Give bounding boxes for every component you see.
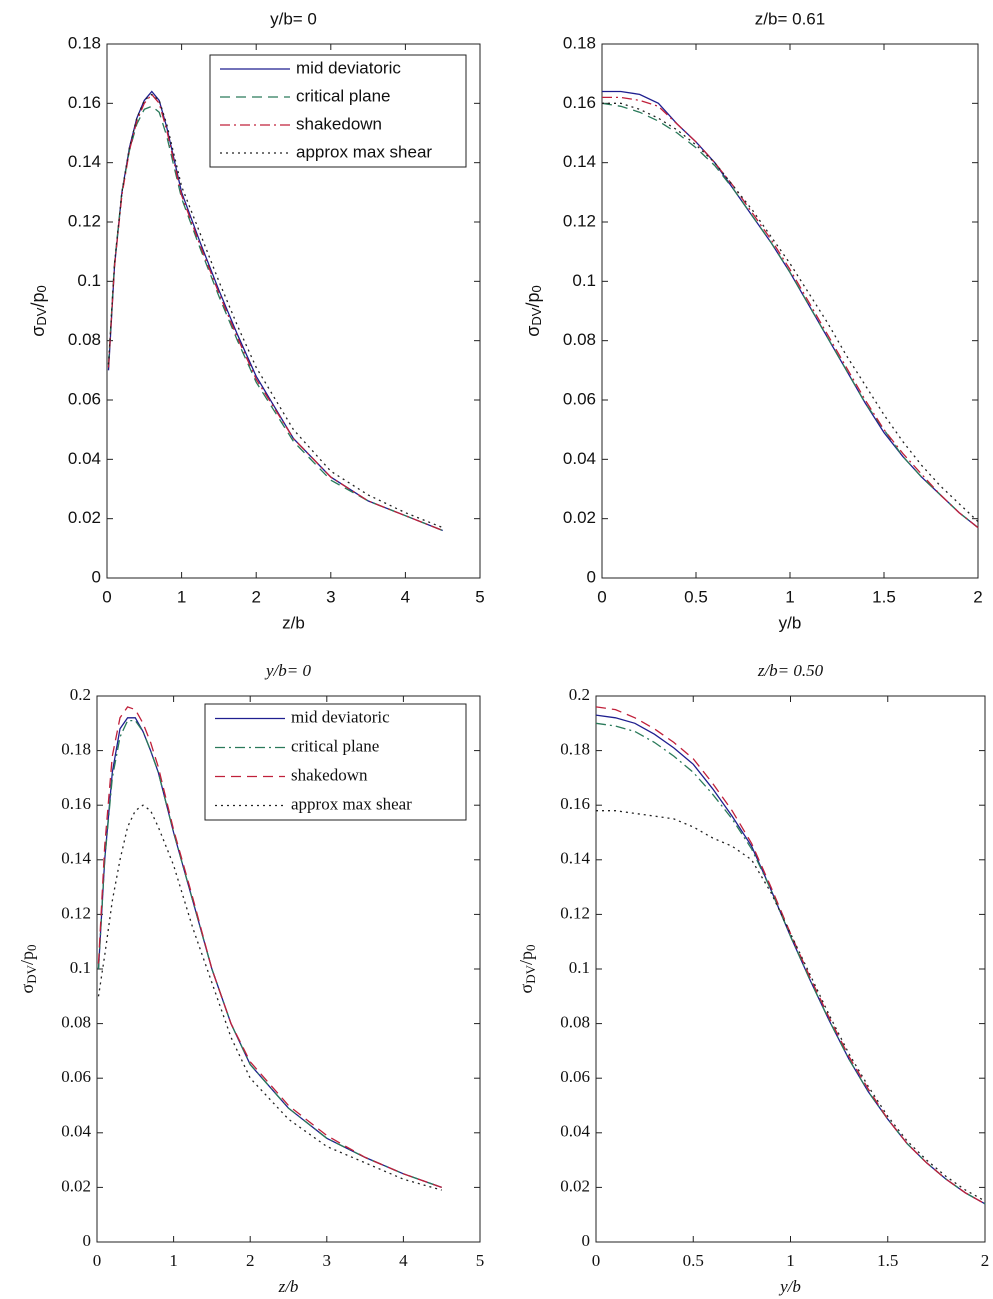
y-tick-label: 0.04 [563, 449, 596, 468]
y-tick-label: 0.1 [77, 271, 101, 290]
x-axis-label: z/b [282, 613, 305, 632]
y-tick-label: 0.12 [61, 903, 91, 922]
subplot-title: y/b= 0 [270, 9, 317, 28]
y-tick-label: 0.1 [70, 958, 91, 977]
x-tick-label: 5 [476, 1251, 485, 1270]
figure: y/b= 0z/bσDV/p001234500.020.040.060.080.… [0, 0, 993, 1299]
y-tick-label: 0.18 [68, 33, 101, 52]
x-tick-label: 4 [399, 1251, 408, 1270]
y-tick-label: 0.16 [563, 93, 596, 112]
y-tick-label: 0 [582, 1231, 591, 1250]
y-label-subscript: 0 [523, 945, 538, 952]
x-tick-label: 1.5 [877, 1251, 898, 1270]
background [0, 0, 993, 1299]
y-tick-label: 0.08 [563, 330, 596, 349]
y-tick-label: 0.2 [70, 685, 91, 704]
y-tick-label: 0.18 [560, 740, 590, 759]
y-tick-label: 0.2 [569, 685, 590, 704]
y-tick-label: 0.16 [61, 794, 91, 813]
y-tick-label: 0.12 [563, 211, 596, 230]
y-label-part: /p [523, 293, 543, 308]
y-label-subscript: 0 [34, 285, 49, 292]
subplot-title: y/b= 0 [264, 661, 311, 680]
legend-label: shakedown [296, 114, 382, 133]
y-tick-label: 0 [83, 1231, 92, 1250]
x-axis-label: y/b [778, 1277, 801, 1296]
x-tick-label: 0 [93, 1251, 102, 1270]
y-tick-label: 0.1 [569, 958, 590, 977]
x-tick-label: 1 [177, 587, 186, 606]
x-tick-label: 4 [401, 587, 410, 606]
y-label-part: /p [17, 951, 37, 965]
y-tick-label: 0.08 [560, 1013, 590, 1032]
y-tick-label: 0.06 [61, 1067, 91, 1086]
y-tick-label: 0.14 [61, 849, 91, 868]
y-tick-label: 0.16 [560, 794, 590, 813]
x-tick-label: 3 [326, 587, 335, 606]
y-label-part: σ [523, 326, 543, 337]
subplot-title: z/b= 0.61 [755, 9, 825, 28]
y-tick-label: 0.06 [68, 389, 101, 408]
subplot-title: z/b= 0.50 [757, 661, 824, 680]
y-tick-label: 0.04 [560, 1122, 590, 1141]
legend-label: approx max shear [296, 142, 432, 161]
x-axis-label: z/b [278, 1277, 299, 1296]
x-axis-label: y/b [779, 613, 802, 632]
x-tick-label: 2 [973, 587, 982, 606]
x-tick-label: 1 [169, 1251, 178, 1270]
y-tick-label: 0.02 [563, 508, 596, 527]
y-tick-label: 0.14 [68, 152, 101, 171]
y-tick-label: 0.12 [560, 903, 590, 922]
x-tick-label: 1 [786, 1251, 795, 1270]
x-tick-label: 2 [251, 587, 260, 606]
legend-label: mid deviatoric [296, 58, 401, 77]
y-tick-label: 0.06 [563, 389, 596, 408]
x-tick-label: 5 [475, 587, 484, 606]
y-label-subscript: DV [523, 964, 538, 983]
y-tick-label: 0.06 [560, 1067, 590, 1086]
y-label-subscript: 0 [529, 285, 544, 292]
x-tick-label: 1.5 [872, 587, 896, 606]
y-tick-label: 0.18 [61, 740, 91, 759]
legend-label: mid deviatoric [291, 707, 390, 726]
y-label-part: /p [28, 293, 48, 308]
y-tick-label: 0.16 [68, 93, 101, 112]
y-label-subscript: DV [34, 307, 49, 325]
x-tick-label: 0 [592, 1251, 601, 1270]
y-tick-label: 0.08 [68, 330, 101, 349]
y-tick-label: 0.08 [61, 1013, 91, 1032]
x-tick-label: 3 [323, 1251, 332, 1270]
x-tick-label: 0.5 [684, 587, 708, 606]
y-tick-label: 0.02 [61, 1176, 91, 1195]
y-tick-label: 0 [92, 567, 101, 586]
legend-label: shakedown [291, 765, 368, 784]
y-tick-label: 0 [587, 567, 596, 586]
legend-label: critical plane [291, 736, 379, 755]
y-tick-label: 0.04 [68, 449, 101, 468]
y-tick-label: 0.1 [572, 271, 596, 290]
y-tick-label: 0.14 [563, 152, 596, 171]
y-tick-label: 0.14 [560, 849, 590, 868]
x-tick-label: 1 [785, 587, 794, 606]
y-label-part: σ [28, 326, 48, 337]
y-tick-label: 0.02 [560, 1176, 590, 1195]
x-tick-label: 2 [981, 1251, 990, 1270]
y-tick-label: 0.02 [68, 508, 101, 527]
x-tick-label: 2 [246, 1251, 255, 1270]
y-label-subscript: 0 [24, 945, 39, 952]
y-tick-label: 0.18 [563, 33, 596, 52]
y-label-subscript: DV [24, 964, 39, 983]
x-tick-label: 0 [597, 587, 606, 606]
y-tick-label: 0.12 [68, 211, 101, 230]
y-label-part: σ [516, 984, 536, 994]
y-label-part: σ [17, 984, 37, 994]
y-label-subscript: DV [529, 307, 544, 325]
y-label-part: /p [516, 951, 536, 965]
y-tick-label: 0.04 [61, 1122, 91, 1141]
x-tick-label: 0 [102, 587, 111, 606]
x-tick-label: 0.5 [683, 1251, 704, 1270]
legend-label: critical plane [296, 86, 391, 105]
legend-label: approx max shear [291, 794, 412, 813]
